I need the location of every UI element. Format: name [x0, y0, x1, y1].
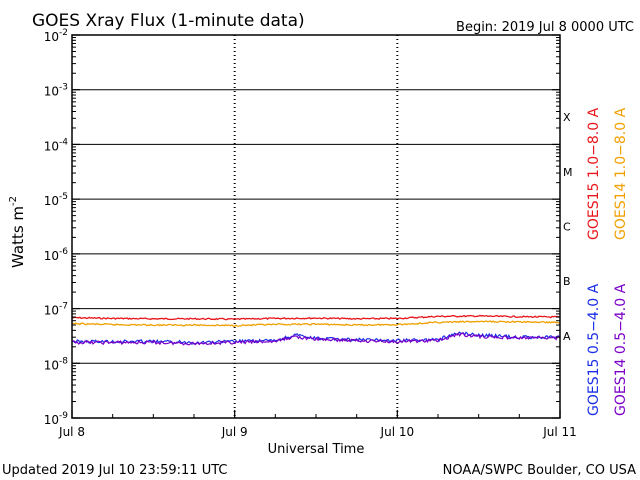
plot-background: [72, 35, 560, 418]
y-tick-label-exponent: -8: [59, 356, 68, 366]
y-axis-label-text: Watts m: [9, 206, 27, 268]
flare-class-label: C: [563, 221, 571, 234]
y-tick-label-exponent: -4: [59, 137, 68, 147]
y-tick-label: 10-9: [44, 411, 69, 427]
svg-text:Watts m-2: Watts m-2: [8, 196, 27, 268]
series-line: [71, 320, 561, 327]
y-tick-label-exponent: -9: [59, 411, 68, 421]
legend-goes15-short: GOES15 0.5−4.0 A: [586, 283, 602, 416]
y-tick-label-base: 10: [44, 85, 59, 99]
legend-goes14-long: GOES14 1.0−8.0 A: [613, 107, 629, 240]
y-axis-label-exponent: -2: [8, 196, 19, 206]
series-line: [71, 314, 561, 321]
legend-goes14-short: GOES14 0.5−4.0 A: [613, 283, 629, 416]
y-tick-label-exponent: -6: [59, 247, 68, 257]
plot-area: [72, 35, 560, 418]
y-tick-label-exponent: -3: [59, 83, 68, 93]
flare-class-label: X: [563, 111, 571, 124]
footer-updated: Updated 2019 Jul 10 23:59:11 UTC: [2, 463, 227, 478]
legend-goes15-long: GOES15 1.0−8.0 A: [586, 107, 602, 240]
begin-time: Begin: 2019 Jul 8 0000 UTC: [456, 20, 634, 35]
footer-credit: NOAA/SWPC Boulder, CO USA: [443, 463, 636, 478]
y-tick-label: 10-8: [44, 356, 69, 372]
y-tick-label-base: 10: [44, 358, 59, 372]
y-tick-label-exponent: -2: [59, 28, 68, 38]
x-axis-label: Universal Time: [268, 442, 365, 457]
chart-title: GOES Xray Flux (1-minute data): [32, 11, 305, 31]
x-tick-label: Jul 10: [380, 425, 415, 439]
y-tick-label-base: 10: [44, 194, 59, 208]
y-tick-label: 10-5: [44, 192, 68, 208]
flare-class-label: B: [563, 275, 571, 288]
x-tick-label: Jul 9: [221, 425, 248, 439]
series-line: [71, 332, 561, 346]
y-tick-label-exponent: -5: [59, 192, 68, 202]
flare-class-label: A: [563, 330, 571, 343]
y-tick-label: 10-3: [44, 83, 68, 99]
y-axis-label: Watts m-2: [8, 196, 27, 268]
y-tick-label-exponent: -7: [59, 302, 68, 312]
y-tick-label-base: 10: [44, 139, 59, 153]
y-tick-label-base: 10: [44, 30, 59, 44]
y-tick-label: 10-4: [44, 137, 69, 153]
series-layer: [71, 314, 561, 346]
flare-class-label: M: [563, 166, 573, 179]
y-tick-label-base: 10: [44, 304, 59, 318]
y-tick-label: 10-2: [44, 28, 68, 44]
y-tick-label: 10-6: [44, 247, 69, 263]
y-tick-label-base: 10: [44, 413, 59, 427]
x-tick-label: Jul 8: [58, 425, 85, 439]
y-tick-label: 10-7: [44, 302, 68, 318]
x-tick-label: Jul 11: [542, 425, 577, 439]
y-tick-label-base: 10: [44, 249, 59, 263]
